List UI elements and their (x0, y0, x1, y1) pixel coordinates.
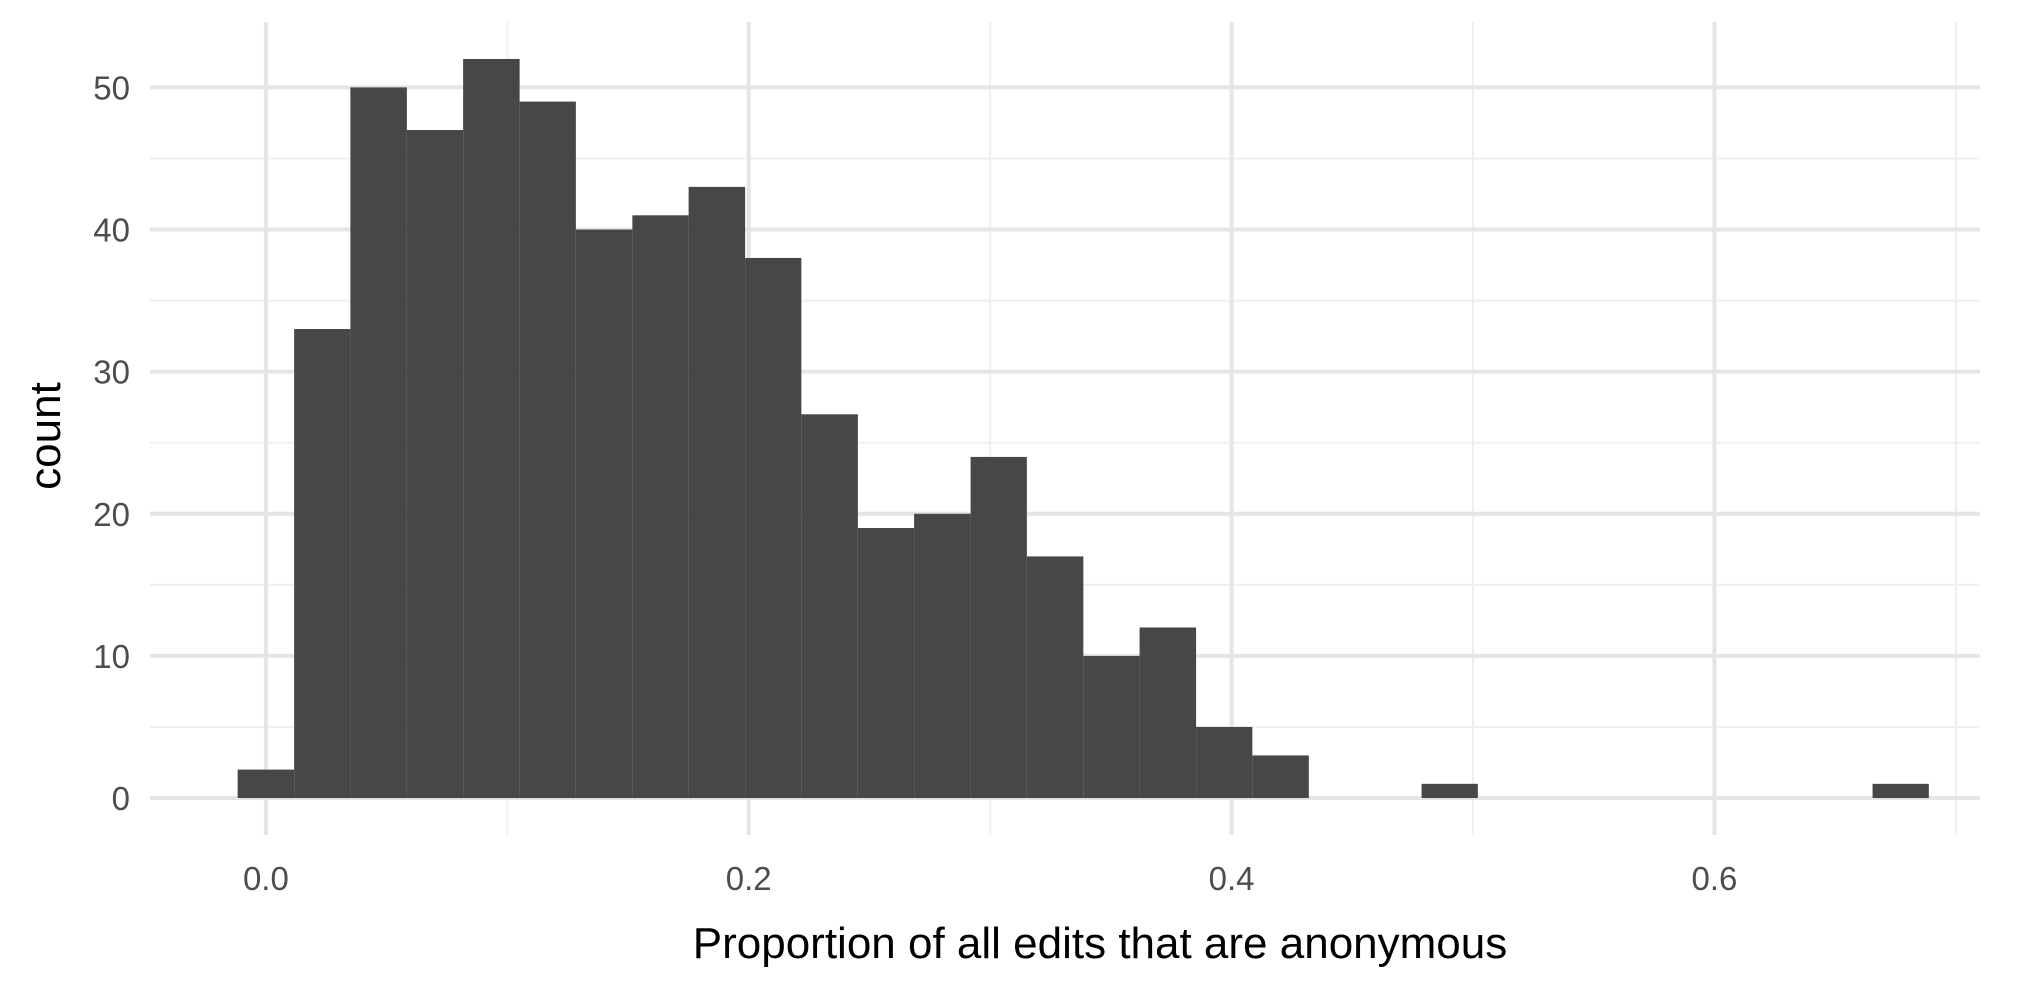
histogram-bar (294, 329, 351, 799)
histogram-bar (857, 527, 915, 799)
histogram-bar (1252, 755, 1309, 799)
histogram-bar (1083, 655, 1140, 799)
y-tick-label: 0 (112, 780, 130, 817)
y-tick-label: 30 (93, 354, 130, 391)
histogram-bars (237, 58, 1929, 799)
histogram-bar (914, 513, 971, 799)
histogram-bar (688, 186, 746, 799)
y-tick-label: 20 (93, 496, 130, 533)
x-tick-label: 0.0 (243, 860, 289, 897)
histogram-bar (406, 130, 464, 799)
histogram-bar (1139, 627, 1197, 799)
y-tick-label: 50 (93, 69, 130, 106)
histogram-bar (575, 229, 633, 799)
histogram-bar (745, 257, 802, 799)
histogram-bar (970, 456, 1027, 799)
x-tick-label: 0.2 (726, 860, 772, 897)
histogram-bar (350, 87, 407, 799)
y-tick-label: 40 (93, 212, 130, 249)
histogram-bar (1196, 726, 1253, 799)
histogram-bar (463, 58, 520, 799)
histogram-bar (237, 769, 295, 799)
x-axis-title: Proportion of all edits that are anonymo… (693, 919, 1507, 968)
y-axis-title: count (21, 382, 70, 490)
tick-labels: 0.0 0.2 0.4 0.6 0 10 20 30 40 50 (93, 69, 1737, 897)
histogram-bar (519, 101, 576, 799)
x-tick-label: 0.4 (1209, 860, 1255, 897)
y-tick-label: 10 (93, 638, 130, 675)
histogram-bar (801, 414, 858, 799)
histogram-bar (1421, 783, 1478, 799)
histogram-bar (1872, 783, 1929, 799)
x-tick-label: 0.6 (1691, 860, 1737, 897)
histogram-bar (632, 215, 689, 799)
histogram-bar (1026, 556, 1084, 799)
